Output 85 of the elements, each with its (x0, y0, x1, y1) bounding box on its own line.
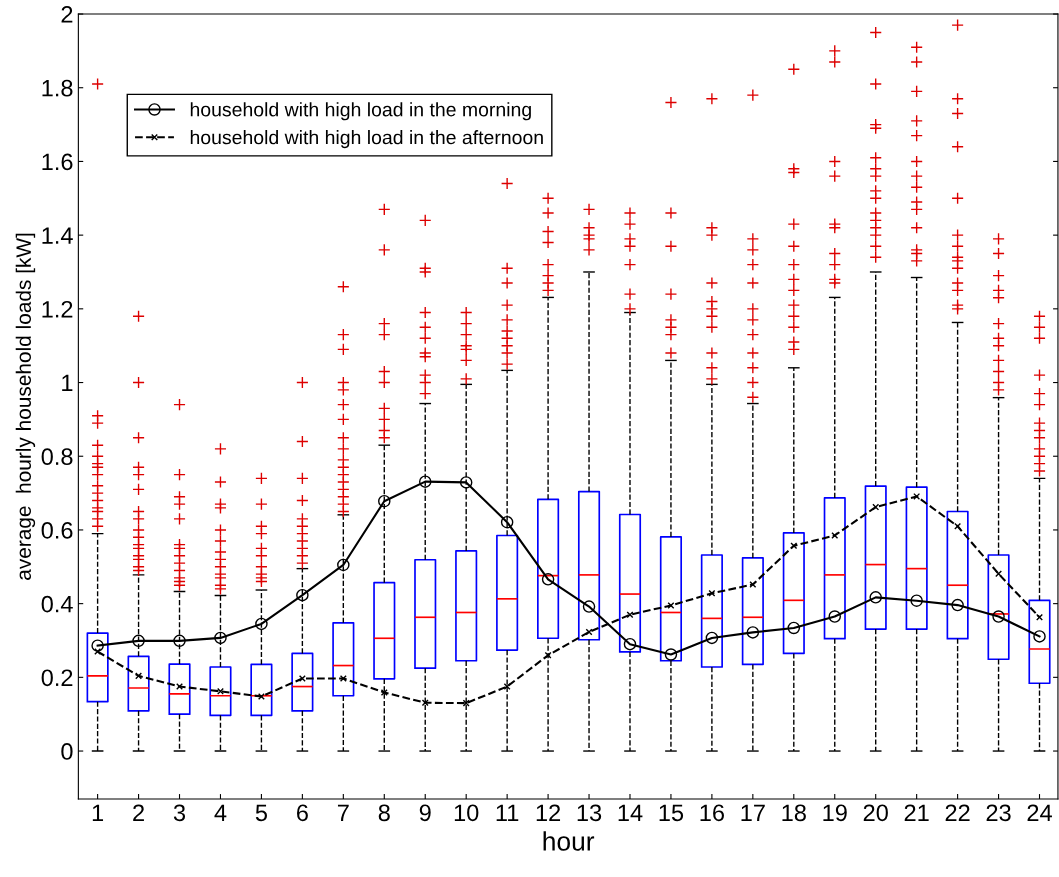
x-tick-label: 7 (337, 804, 349, 821)
point (995, 570, 1003, 578)
legend-label: household with high load in the afternoon (190, 130, 543, 149)
point (787, 621, 801, 635)
point (1033, 630, 1046, 643)
x-tick-label: 2 (133, 804, 144, 821)
point (173, 634, 186, 648)
point (667, 602, 675, 609)
point (339, 674, 347, 682)
x-tick-label: 24 (1027, 804, 1052, 821)
y-tick-label: 1.6 (42, 153, 73, 171)
point (380, 688, 388, 696)
y-tick-label: 1 (62, 374, 73, 392)
point (500, 515, 514, 529)
x-tick-label: 11 (496, 804, 519, 821)
point (503, 683, 511, 691)
y-tick-label: 1.8 (42, 79, 73, 97)
point (626, 611, 634, 619)
point (1036, 613, 1043, 621)
point (790, 542, 798, 550)
point (869, 591, 882, 604)
point (462, 699, 470, 707)
point (705, 631, 719, 645)
y-axis-title: average hourly household loads [kW] (15, 233, 36, 580)
point (94, 648, 102, 656)
point (913, 492, 921, 500)
point (298, 674, 306, 682)
point (951, 598, 964, 612)
point (828, 610, 842, 623)
x-tick-label: 22 (945, 804, 970, 821)
y-tick-label: 0.6 (41, 522, 73, 539)
y-tick-label: 0.2 (41, 669, 73, 687)
x-tick-label: 16 (700, 804, 724, 822)
point (872, 503, 880, 511)
point (216, 687, 224, 695)
legend-label: household with high load in the morning (190, 102, 531, 121)
point (214, 631, 227, 645)
point (91, 639, 104, 652)
point (459, 476, 473, 489)
x-tick-label: 10 (454, 804, 479, 822)
x-tick-label: 18 (782, 804, 806, 822)
point (746, 626, 760, 639)
point (544, 651, 552, 659)
x-tick-label: 21 (904, 804, 929, 821)
y-tick-label: 0 (61, 743, 73, 760)
x-tick-label: 4 (214, 804, 227, 821)
y-tick-label: 1.4 (42, 227, 73, 244)
point (257, 693, 265, 700)
x-tick-label: 12 (536, 804, 561, 821)
y-tick-label: 0.4 (41, 595, 73, 613)
point (623, 637, 637, 651)
x-tick-label: 1 (92, 804, 104, 821)
x-tick-label: 20 (863, 804, 888, 822)
point (664, 648, 678, 661)
x-tick-label: 15 (659, 804, 684, 822)
x-tick-label: 9 (419, 804, 431, 822)
x-tick-label: 5 (255, 804, 267, 822)
x-tick-label: 17 (741, 804, 765, 821)
point (418, 475, 432, 488)
point (135, 672, 143, 680)
x-tick-label: 23 (986, 804, 1011, 822)
point (708, 589, 716, 597)
point (378, 494, 391, 508)
point (582, 600, 596, 613)
point (541, 573, 555, 586)
point (337, 558, 350, 572)
y-tick-label: 1.2 (42, 300, 73, 318)
x-tick-label: 13 (577, 804, 602, 822)
point (296, 588, 309, 602)
point (910, 594, 923, 607)
y-tick-label: 0.8 (41, 448, 73, 466)
point (749, 581, 757, 588)
x-axis-title: hour (543, 831, 595, 851)
x-tick-label: 14 (618, 804, 643, 821)
point (132, 634, 145, 648)
point (176, 683, 183, 691)
x-tick-label: 19 (823, 804, 847, 822)
x-tick-label: 3 (173, 804, 186, 822)
y-tick-label: 2 (61, 6, 73, 23)
x-tick-label: 6 (297, 804, 308, 822)
point (255, 617, 268, 631)
x-tick-label: 8 (378, 804, 390, 822)
point (831, 531, 839, 539)
point (992, 610, 1005, 623)
point (954, 522, 962, 530)
